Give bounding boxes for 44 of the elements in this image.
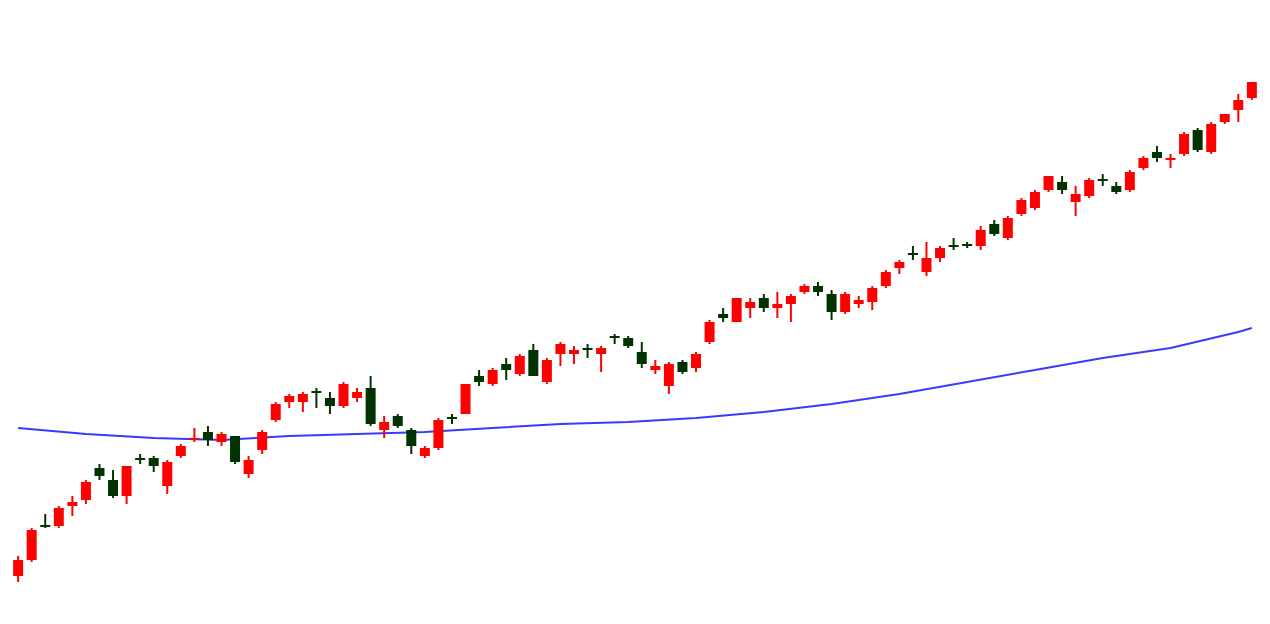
candlestick xyxy=(772,291,783,319)
candlestick xyxy=(379,415,390,439)
candlestick xyxy=(826,289,837,321)
candlestick xyxy=(26,527,37,563)
candlestick xyxy=(121,465,132,505)
candlestick xyxy=(501,357,512,381)
candlestick xyxy=(636,341,647,369)
candlestick xyxy=(663,361,674,395)
candlestick xyxy=(257,429,268,455)
candlestick xyxy=(921,241,932,277)
candlestick xyxy=(202,425,213,447)
candlestick xyxy=(460,384,471,414)
candlestick xyxy=(53,505,64,529)
candlestick xyxy=(1179,131,1190,157)
candlestick xyxy=(1233,93,1244,123)
candlestick xyxy=(67,495,78,517)
candlestick xyxy=(80,479,91,505)
candlestick xyxy=(1192,127,1203,153)
candlestick xyxy=(297,391,308,413)
candlestick xyxy=(311,387,322,409)
candlestick xyxy=(1029,189,1040,211)
candlestick xyxy=(704,319,715,345)
candlestick xyxy=(365,375,376,427)
candlestick xyxy=(13,555,24,583)
candlestick xyxy=(555,341,566,367)
candlestick xyxy=(541,357,552,385)
candlestick xyxy=(406,427,417,455)
candlestick xyxy=(514,353,525,377)
candlestick xyxy=(975,225,986,251)
candlestick xyxy=(324,391,335,415)
candlestick xyxy=(785,293,796,323)
candlestick xyxy=(528,343,539,377)
candlestick xyxy=(691,351,702,373)
candlestick xyxy=(1002,215,1013,241)
candlestick xyxy=(108,469,119,499)
candlestick xyxy=(270,401,281,423)
candlestick xyxy=(840,291,851,315)
candlestick xyxy=(1206,121,1217,155)
candlestick xyxy=(596,345,607,373)
candlestick xyxy=(243,455,254,479)
candlestick xyxy=(1124,169,1135,193)
candlestick xyxy=(433,417,444,451)
candlestick xyxy=(162,459,173,495)
candlestick xyxy=(230,435,241,465)
